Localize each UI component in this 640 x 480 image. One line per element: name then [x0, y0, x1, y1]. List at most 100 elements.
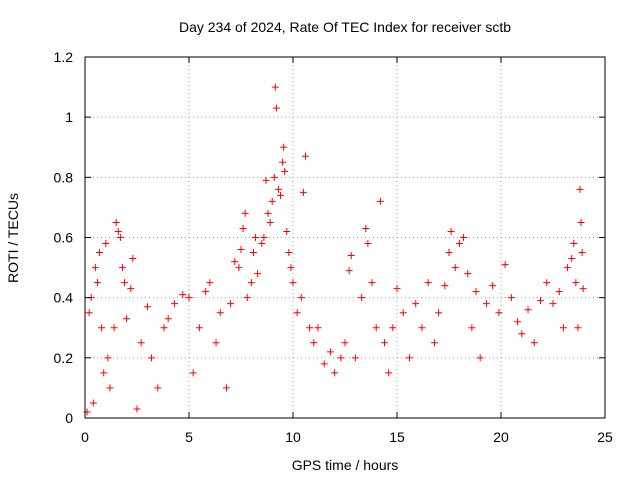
data-point — [393, 285, 401, 293]
x-tick-label: 10 — [285, 429, 301, 445]
data-point — [252, 234, 260, 241]
data-point — [326, 348, 334, 356]
data-point — [206, 279, 214, 287]
data-point — [464, 270, 472, 278]
data-point — [576, 185, 584, 193]
data-point — [362, 224, 370, 232]
x-tick-label: 15 — [389, 429, 405, 445]
data-point — [106, 384, 114, 392]
data-point — [289, 279, 297, 287]
axis-ticks: 0 5 10 15 20 25 0 0.2 0.4 0.6 0.8 1 1.2 — [54, 49, 613, 445]
data-point — [270, 173, 278, 181]
data-point — [447, 227, 455, 235]
data-point — [137, 339, 145, 347]
y-tick-label: 1.2 — [54, 49, 74, 65]
data-point — [472, 288, 480, 296]
data-point — [306, 324, 314, 332]
data-point — [299, 188, 307, 196]
data-point — [189, 369, 197, 377]
data-point — [121, 279, 129, 287]
data-point — [287, 264, 295, 272]
grid-layer — [85, 57, 605, 418]
data-point — [559, 324, 567, 332]
data-point — [127, 285, 135, 293]
data-point — [195, 324, 203, 332]
data-point — [216, 309, 224, 317]
data-points — [83, 83, 587, 416]
data-point — [476, 354, 484, 362]
data-point — [372, 324, 380, 332]
data-point — [235, 264, 243, 272]
data-point — [570, 240, 578, 248]
data-point — [389, 324, 397, 332]
data-point — [272, 104, 280, 112]
data-point — [430, 339, 438, 347]
y-tick-label: 0 — [65, 410, 73, 426]
data-point — [495, 309, 503, 317]
data-point — [164, 315, 172, 323]
data-point — [524, 306, 532, 314]
data-point — [489, 282, 497, 290]
data-point — [89, 399, 97, 407]
x-tick-label: 0 — [81, 429, 89, 445]
data-point — [100, 369, 108, 377]
data-point — [368, 279, 376, 287]
data-point — [345, 267, 353, 275]
data-point — [241, 209, 249, 217]
data-point — [455, 240, 463, 248]
data-point — [320, 360, 328, 368]
data-point — [114, 227, 122, 235]
data-point — [239, 224, 247, 232]
data-point — [116, 234, 124, 241]
data-point — [91, 264, 99, 272]
data-point — [337, 354, 345, 362]
data-point — [129, 255, 137, 263]
data-point — [555, 288, 563, 296]
data-point — [260, 234, 268, 241]
data-point — [112, 218, 120, 226]
data-point — [283, 227, 291, 235]
data-point — [118, 264, 126, 272]
data-point — [285, 249, 293, 257]
data-point — [568, 255, 576, 263]
data-point — [424, 279, 432, 287]
y-tick-label: 0.6 — [54, 230, 74, 246]
chart-title: Day 234 of 2024, Rate Of TEC Index for r… — [179, 19, 511, 35]
data-point — [154, 384, 162, 392]
data-point — [271, 83, 279, 91]
data-point — [530, 339, 538, 347]
data-point — [277, 191, 285, 199]
data-point — [227, 300, 235, 308]
data-point — [160, 324, 168, 332]
data-point — [212, 339, 220, 347]
data-point — [85, 309, 93, 317]
data-point — [148, 354, 156, 362]
data-point — [96, 249, 104, 257]
data-point — [385, 369, 393, 377]
x-tick-label: 20 — [493, 429, 509, 445]
data-point — [266, 218, 274, 226]
data-point — [280, 143, 288, 151]
data-point — [123, 315, 131, 323]
data-point — [482, 300, 490, 308]
data-point — [351, 354, 359, 362]
data-point — [104, 354, 112, 362]
data-point — [578, 249, 586, 257]
data-point — [537, 297, 545, 305]
y-tick-label: 0.8 — [54, 169, 74, 185]
data-point — [237, 246, 245, 254]
data-point — [222, 384, 230, 392]
data-point — [310, 339, 318, 347]
data-point — [279, 158, 287, 166]
data-point — [185, 294, 193, 302]
data-point — [143, 303, 151, 311]
data-point — [577, 218, 585, 226]
data-point — [399, 309, 407, 317]
data-point — [93, 279, 101, 287]
data-point — [564, 264, 572, 272]
data-point — [243, 294, 251, 302]
data-point — [254, 270, 262, 278]
data-point — [293, 309, 301, 317]
data-point — [249, 249, 257, 257]
